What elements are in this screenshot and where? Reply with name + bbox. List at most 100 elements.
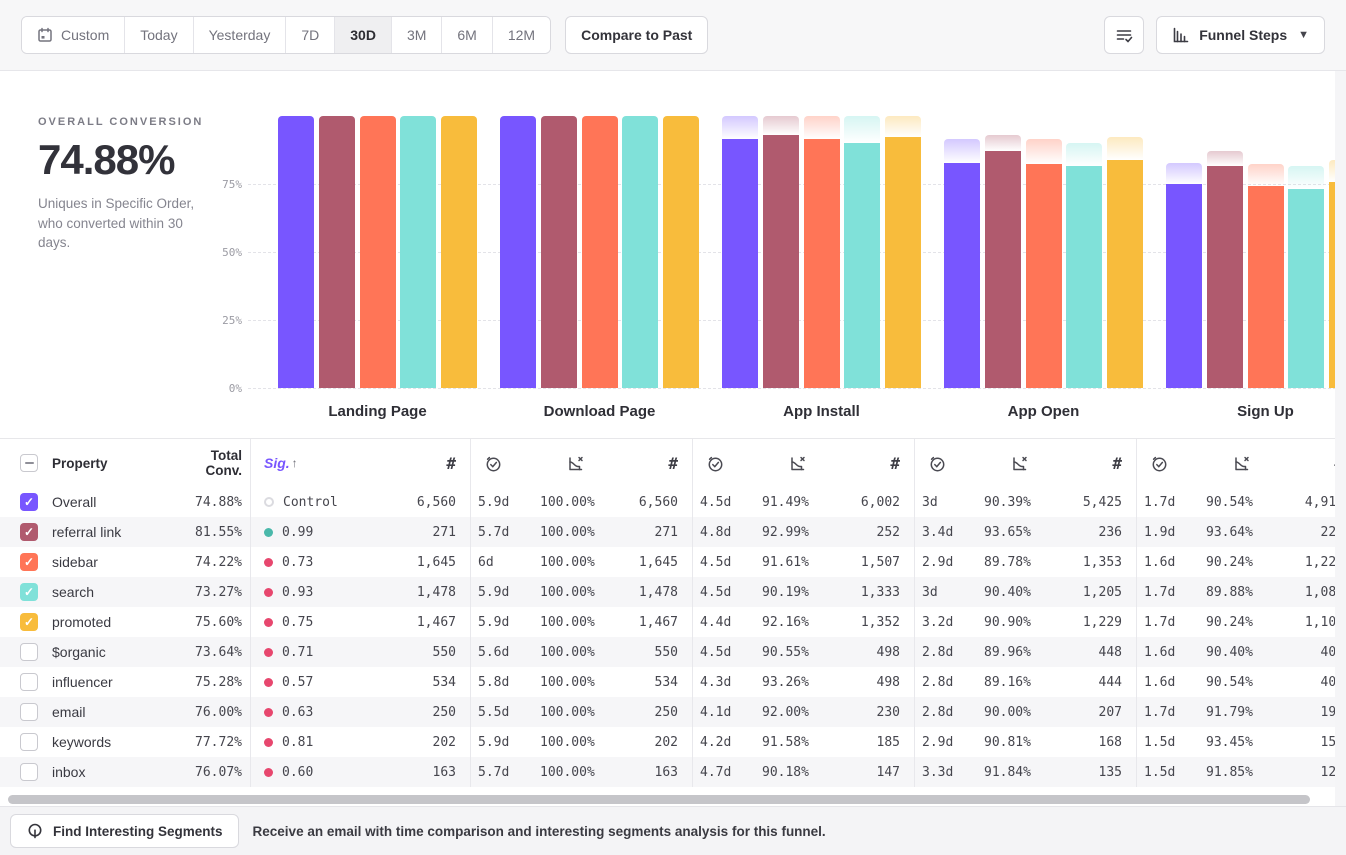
segment-checkbox[interactable]: ✓ <box>20 583 38 601</box>
segment-checkbox[interactable] <box>20 703 38 721</box>
date-range-custom[interactable]: Custom <box>22 17 126 53</box>
step-2-time: 6d <box>478 554 494 570</box>
funnel-bar-sidebar-3[interactable] <box>803 116 840 388</box>
segment-checkbox[interactable]: ✓ <box>20 613 38 631</box>
horizontal-scrollbar-track[interactable] <box>0 791 1346 806</box>
table-row-search[interactable]: ✓ search 73.27% 0.93 1,478 5.9d 100.00% 1,478 4.… <box>0 577 1346 607</box>
funnel-bar-overall-4[interactable] <box>944 139 980 388</box>
funnel-bar-promoted-3[interactable] <box>885 116 921 388</box>
bar-converted-fill <box>540 116 577 388</box>
step-1-count-header[interactable]: # <box>446 453 456 473</box>
step-4-count-header[interactable]: # <box>1112 453 1122 473</box>
table-row-influencer[interactable]: influencer 75.28% 0.57 534 5.8d 100.00% 534 4.3… <box>0 667 1346 697</box>
table-row-organic[interactable]: $organic 73.64% 0.71 550 5.6d 100.00% 550 4.5d 9… <box>0 637 1346 667</box>
funnel-bar-overall-2[interactable] <box>500 116 536 388</box>
funnel-bar-promoted-4[interactable] <box>1107 137 1143 388</box>
segment-checkbox[interactable]: ✓ <box>20 523 38 541</box>
bar-converted-fill <box>1247 186 1284 388</box>
step-2-count-header[interactable]: # <box>668 453 678 473</box>
date-range-label: Yesterday <box>208 27 271 43</box>
date-range-12m[interactable]: 12M <box>492 17 551 53</box>
table-row-sidebar[interactable]: ✓ sidebar 74.22% 0.73 1,645 6d 100.00% 1,645 4.5… <box>0 547 1346 577</box>
funnel-bar-overall-1[interactable] <box>278 116 314 388</box>
funnel-bar-overall-3[interactable] <box>722 116 758 388</box>
step-4-count: 135 <box>1098 764 1122 780</box>
table-row-inbox[interactable]: inbox 76.07% 0.60 163 5.7d 100.00% 163 4.7d 90.1… <box>0 757 1346 787</box>
bar-converted-fill <box>663 116 699 388</box>
table-row-Overall[interactable]: ✓ Overall 74.88% Control 6,560 5.9d 100.00% 6,5… <box>0 487 1346 517</box>
table-row-email[interactable]: email 76.00% 0.63 250 5.5d 100.00% 250 4.1d 92.0… <box>0 697 1346 727</box>
step-5-time: 1.7d <box>1144 614 1176 630</box>
step-3-time: 4.8d <box>700 524 732 540</box>
date-range-7d[interactable]: 7D <box>286 17 336 53</box>
funnel-bar-sidebar-4[interactable] <box>1025 138 1062 388</box>
funnel-bar-overall-5[interactable] <box>1166 163 1202 388</box>
segment-checkbox[interactable]: ✓ <box>20 493 38 511</box>
funnel-bar-referral-link-3[interactable] <box>762 116 799 388</box>
funnel-bar-promoted-1[interactable] <box>441 116 477 388</box>
segment-checkbox[interactable] <box>20 763 38 781</box>
funnel-bar-referral-link-1[interactable] <box>318 116 355 388</box>
funnel-bar-search-5[interactable] <box>1288 166 1325 388</box>
segment-checkbox[interactable]: ✓ <box>20 553 38 571</box>
significance-value: Control <box>264 487 374 517</box>
property-name: email <box>52 704 86 720</box>
check-icon: ✓ <box>23 555 35 569</box>
edit-columns-button[interactable] <box>1104 16 1145 54</box>
step-4-rate: 90.90% <box>984 614 1031 630</box>
step-2-count: 271 <box>654 524 678 540</box>
find-interesting-segments-button[interactable]: Find Interesting Segments <box>10 814 239 848</box>
overall-conversion-value: 74.88% <box>38 136 175 183</box>
funnel-steps-dropdown[interactable]: Funnel Steps ▼ <box>1156 16 1325 54</box>
date-range-6m[interactable]: 6M <box>442 17 493 53</box>
step-5-rate-header[interactable] <box>1232 439 1262 487</box>
horizontal-scrollbar-thumb[interactable] <box>8 795 1310 804</box>
step-3-rate: 91.58% <box>762 734 809 750</box>
funnel-bar-referral-link-2[interactable] <box>540 116 577 388</box>
footer-bar: Find Interesting Segments Receive an ema… <box>0 806 1346 855</box>
date-range-control: Custom Today Yesterday 7D 30D 3M 6M 12M <box>21 16 552 54</box>
funnel-bar-sidebar-1[interactable] <box>359 116 396 388</box>
step-4-rate: 93.65% <box>984 524 1031 540</box>
time-to-convert-icon <box>1150 454 1169 473</box>
date-range-30d[interactable]: 30D <box>335 17 392 53</box>
funnel-bar-search-3[interactable] <box>844 116 881 388</box>
funnel-bar-search-2[interactable] <box>622 116 659 388</box>
step-2-rate-header[interactable] <box>566 439 596 487</box>
step-4-rate: 91.84% <box>984 764 1031 780</box>
segment-checkbox[interactable] <box>20 643 38 661</box>
funnel-bar-search-4[interactable] <box>1066 142 1103 388</box>
date-range-3m[interactable]: 3M <box>391 17 443 53</box>
funnel-bar-referral-link-5[interactable] <box>1206 151 1243 388</box>
funnel-bar-promoted-2[interactable] <box>663 116 699 388</box>
funnel-step-label: Download Page <box>543 403 656 420</box>
step-4-rate-header[interactable] <box>1010 439 1040 487</box>
step-2-count: 1,645 <box>638 554 678 570</box>
date-range-yesterday[interactable]: Yesterday <box>193 17 287 53</box>
funnel-bar-search-1[interactable] <box>400 116 437 388</box>
right-gutter <box>1335 71 1346 806</box>
step-3-time-header[interactable] <box>706 439 736 487</box>
select-all-checkbox[interactable] <box>20 454 38 472</box>
funnel-bar-sidebar-5[interactable] <box>1247 164 1284 388</box>
step-3-rate-header[interactable] <box>788 439 818 487</box>
step-2-time-header[interactable] <box>484 439 514 487</box>
compare-to-past-button[interactable]: Compare to Past <box>565 16 709 54</box>
total-conversion-value: 73.64% <box>195 644 242 660</box>
segment-checkbox[interactable] <box>20 733 38 751</box>
table-row-promoted[interactable]: ✓ promoted 75.60% 0.75 1,467 5.9d 100.00% 1,467… <box>0 607 1346 637</box>
segment-checkbox[interactable] <box>20 673 38 691</box>
significance-column-header[interactable]: Sig. ↑ <box>264 455 298 471</box>
funnel-bar-sidebar-2[interactable] <box>581 116 618 388</box>
table-row-keywords[interactable]: keywords 77.72% 0.81 202 5.9d 100.00% 202 4.2d 9… <box>0 727 1346 757</box>
step-2-count: 250 <box>654 704 678 720</box>
step-5-time-header[interactable] <box>1150 439 1180 487</box>
step-3-count-header[interactable]: # <box>890 453 900 473</box>
step-3-count: 1,507 <box>860 554 900 570</box>
step-1-count: 1,645 <box>416 554 456 570</box>
step-4-time-header[interactable] <box>928 439 958 487</box>
table-row-referral-link[interactable]: ✓ referral link 81.55% 0.99 271 5.7d 100.00% 27… <box>0 517 1346 547</box>
step-3-time: 4.5d <box>700 584 732 600</box>
funnel-bar-referral-link-4[interactable] <box>984 135 1021 388</box>
date-range-today[interactable]: Today <box>125 17 194 53</box>
